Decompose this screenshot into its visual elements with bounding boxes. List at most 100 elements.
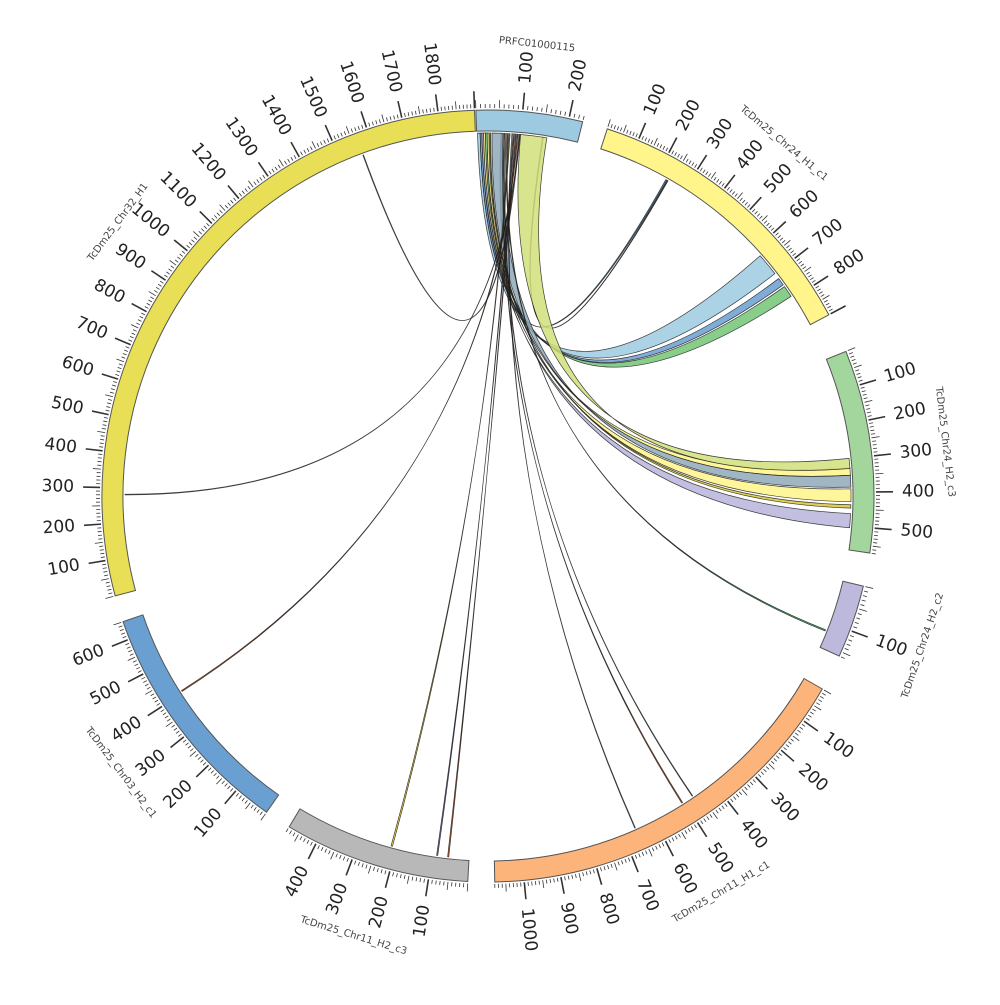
minor-tick: [111, 389, 115, 390]
minor-tick: [379, 119, 380, 123]
minor-tick: [827, 306, 830, 308]
minor-tick: [376, 120, 377, 124]
minor-tick: [132, 333, 136, 335]
minor-tick: [430, 108, 431, 112]
minor-tick: [108, 593, 112, 594]
minor-tick: [295, 835, 299, 842]
major-tick: [561, 877, 564, 894]
minor-tick: [864, 591, 868, 592]
minor-tick: [806, 272, 809, 274]
major-tick: [436, 94, 438, 111]
minor-tick: [812, 709, 815, 711]
tick-label-chr24h1c1-700: 700: [809, 215, 847, 251]
minor-tick: [393, 872, 394, 876]
minor-tick: [590, 870, 591, 874]
minor-tick: [122, 357, 126, 358]
minor-tick: [174, 728, 177, 730]
minor-tick: [130, 654, 134, 656]
minor-tick: [100, 443, 104, 444]
tick-label-chr32h1-1500: 1500: [295, 73, 331, 121]
tick-label-chr32h1-1600: 1600: [335, 59, 368, 106]
minor-tick: [220, 210, 223, 213]
minor-tick: [156, 287, 159, 289]
tick-label-prfc-100: 100: [515, 50, 538, 84]
minor-tick: [100, 439, 104, 440]
minor-tick: [108, 399, 112, 400]
minor-tick: [542, 108, 543, 112]
minor-tick: [97, 431, 105, 432]
minor-tick: [678, 154, 680, 157]
minor-tick: [799, 261, 802, 263]
minor-tick: [432, 880, 433, 884]
minor-tick: [719, 808, 721, 811]
minor-tick: [128, 657, 135, 660]
minor-tick: [128, 340, 132, 342]
minor-tick: [279, 160, 283, 167]
minor-tick: [762, 215, 768, 221]
minor-tick: [847, 644, 851, 646]
minor-tick: [358, 126, 359, 130]
minor-tick: [859, 380, 863, 381]
major-tick: [196, 765, 208, 777]
minor-tick: [791, 739, 794, 742]
minor-tick: [868, 416, 872, 417]
minor-tick: [288, 159, 290, 162]
minor-tick: [245, 188, 247, 191]
minor-tick: [617, 126, 618, 130]
minor-tick: [145, 684, 149, 686]
minor-tick: [742, 789, 747, 795]
minor-tick: [816, 286, 819, 288]
minor-tick: [354, 861, 355, 865]
tick-label-chr11h1c1-100: 100: [819, 728, 857, 763]
tick-label-chr32h1-200: 200: [42, 516, 76, 538]
minor-tick: [216, 778, 221, 784]
minor-tick: [557, 878, 558, 882]
minor-tick: [133, 661, 137, 663]
tick-label-chr11h1c1-700: 700: [632, 877, 663, 915]
minor-tick: [275, 167, 277, 170]
minor-tick: [141, 677, 145, 679]
minor-tick: [758, 774, 761, 777]
minor-tick: [620, 128, 621, 132]
major-tick: [597, 868, 602, 884]
minor-tick: [99, 546, 103, 547]
minor-tick: [381, 869, 382, 873]
tick-label-chr24h1c1-800: 800: [830, 245, 868, 279]
minor-tick: [704, 819, 706, 822]
tick-label-chr11h1c1-400: 400: [736, 815, 772, 853]
minor-tick: [614, 125, 615, 129]
minor-tick: [630, 131, 631, 135]
minor-tick: [750, 782, 753, 785]
minor-tick: [183, 740, 186, 743]
minor-tick: [160, 281, 163, 283]
minor-tick: [742, 200, 745, 203]
major-tick: [639, 123, 646, 139]
minor-tick: [93, 469, 101, 470]
minor-tick: [176, 731, 179, 733]
tick-label-chr24h1c1-100: 100: [640, 81, 671, 119]
minor-tick: [669, 839, 671, 843]
minor-tick: [228, 786, 231, 789]
minor-tick: [248, 181, 253, 187]
minor-tick: [362, 125, 363, 129]
minor-tick: [863, 596, 867, 597]
minor-tick: [732, 191, 735, 194]
minor-tick: [320, 142, 322, 146]
minor-tick: [199, 231, 202, 234]
minor-tick: [396, 873, 397, 877]
major-tick: [665, 841, 673, 856]
minor-tick: [551, 109, 552, 113]
minor-tick: [745, 787, 748, 790]
minor-tick: [546, 104, 547, 112]
minor-tick: [856, 373, 860, 374]
minor-tick: [780, 238, 783, 241]
minor-tick: [861, 387, 865, 388]
minor-tick: [318, 845, 320, 849]
minor-tick: [537, 107, 538, 111]
minor-tick: [866, 408, 870, 409]
minor-tick: [351, 129, 352, 133]
minor-tick: [257, 179, 259, 182]
minor-tick: [554, 878, 555, 882]
major-tick: [804, 721, 818, 731]
